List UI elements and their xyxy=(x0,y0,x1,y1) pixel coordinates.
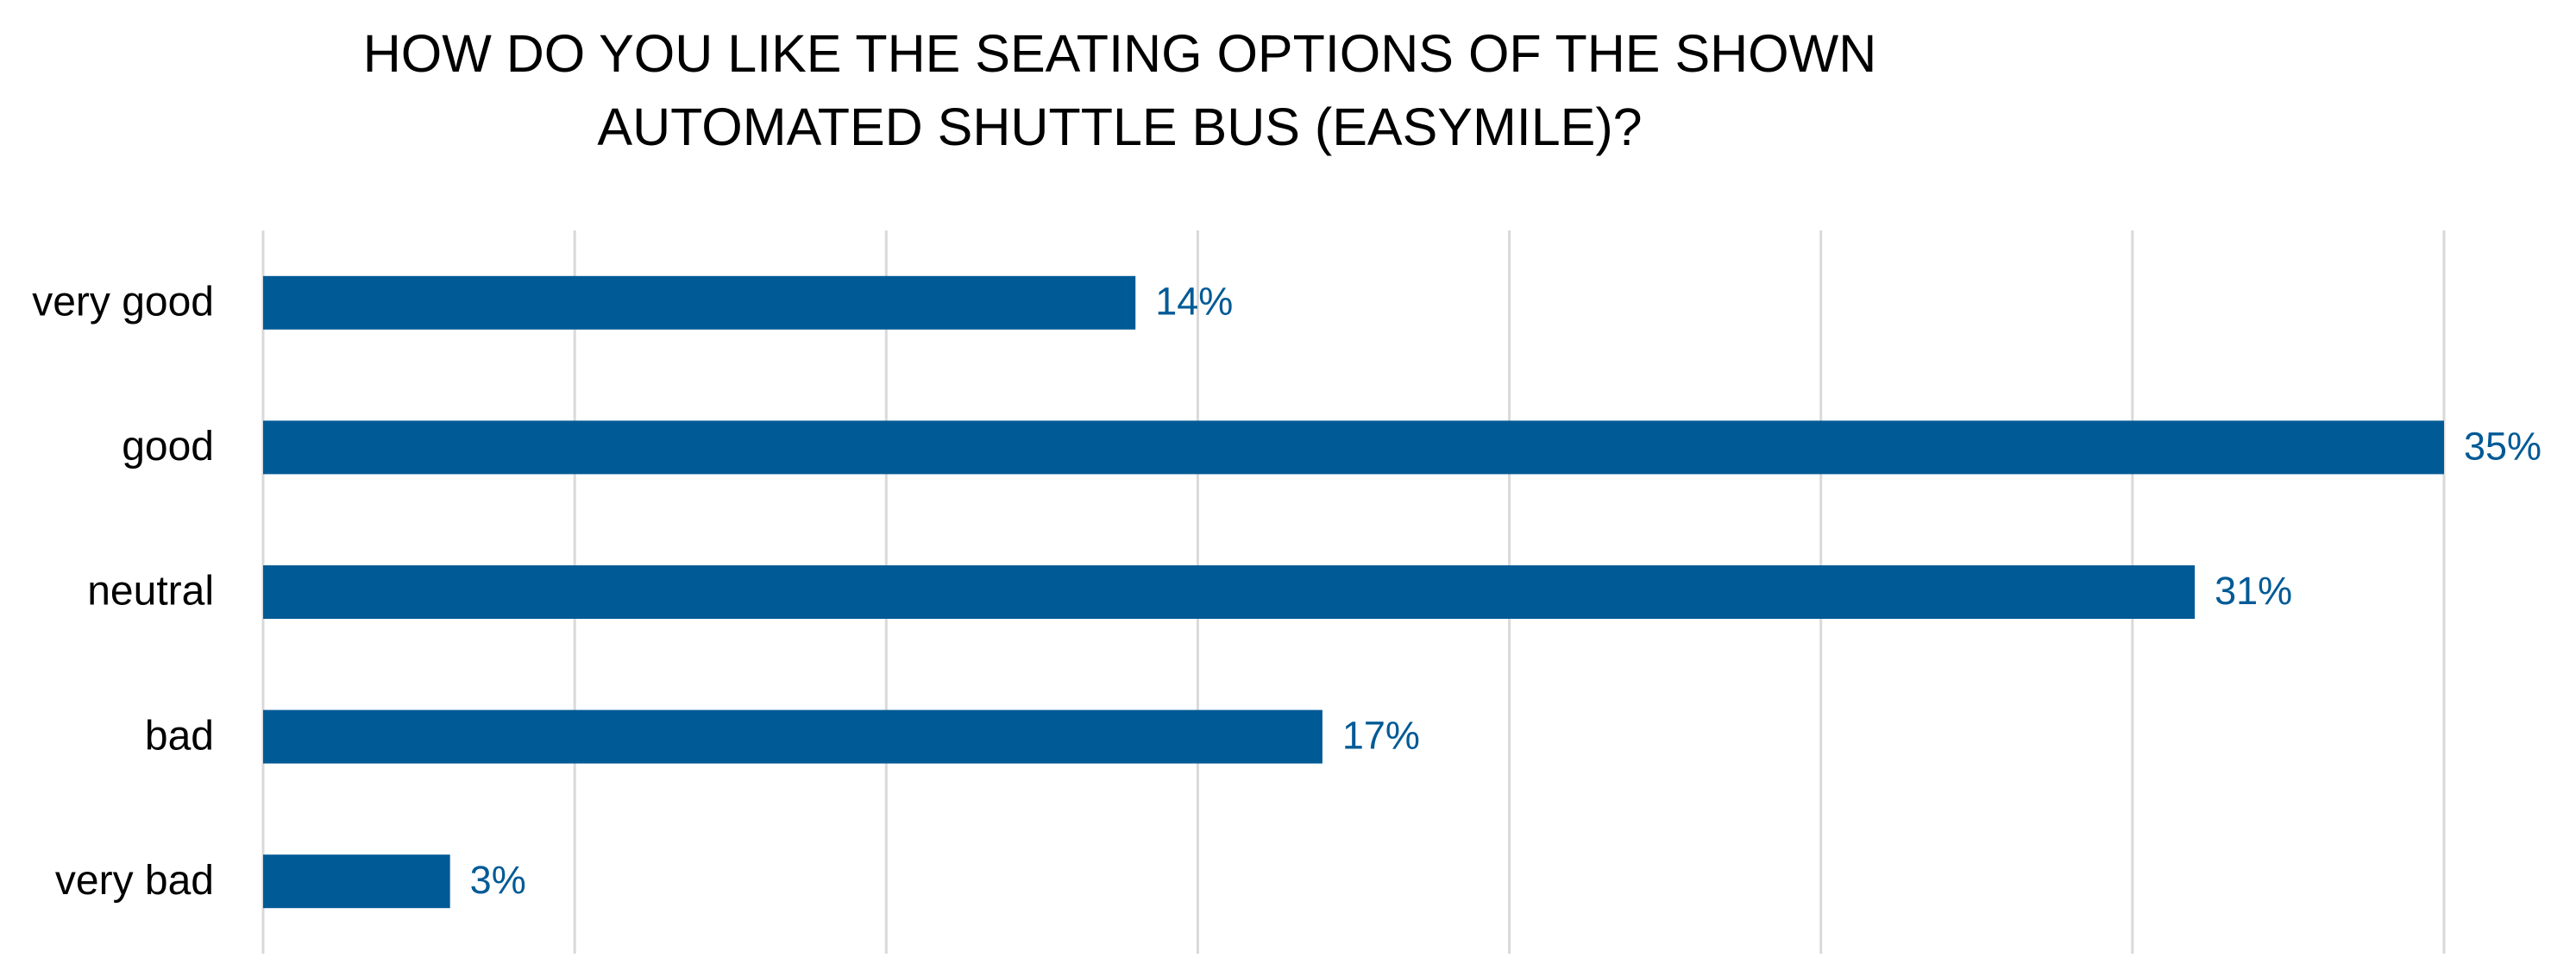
value-label: 17% xyxy=(1342,713,1420,757)
value-label: 3% xyxy=(470,858,526,902)
chart-title: HOW DO YOU LIKE THE SEATING OPTIONS OF T… xyxy=(363,24,1877,83)
bar xyxy=(263,565,2196,619)
value-label: 31% xyxy=(2215,569,2292,613)
bar xyxy=(263,275,1136,330)
bar xyxy=(263,709,1323,764)
y-tick-label: very good xyxy=(32,279,214,325)
y-tick-label: bad xyxy=(145,713,214,759)
y-tick-label: very bad xyxy=(55,858,214,904)
bar xyxy=(263,854,450,909)
value-label: 14% xyxy=(1155,280,1233,324)
y-tick-label: neutral xyxy=(87,569,214,615)
chart-title: AUTOMATED SHUTTLE BUS (EASYMILE)? xyxy=(597,98,1642,156)
bar xyxy=(263,420,2444,475)
y-tick-label: good xyxy=(122,424,214,470)
value-label: 35% xyxy=(2464,424,2541,468)
